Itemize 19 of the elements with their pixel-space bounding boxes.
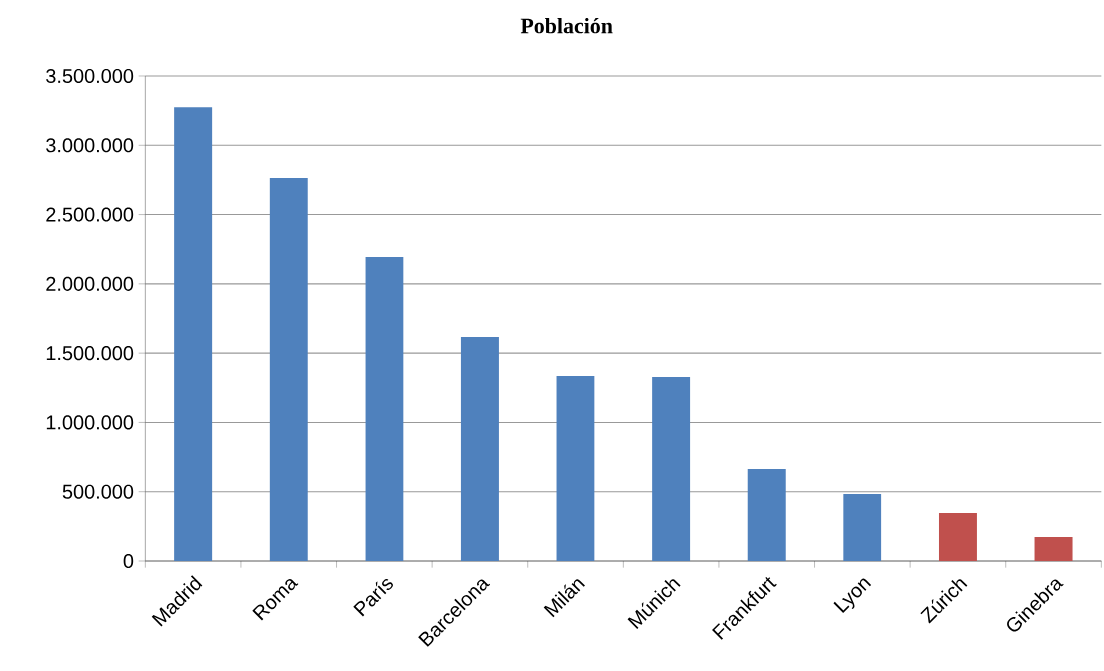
bar (174, 107, 213, 561)
y-tick-label: 0 (123, 553, 134, 569)
y-tick-label: 1.500.000 (46, 346, 134, 361)
bar (365, 256, 404, 561)
bar (652, 376, 691, 561)
bar (556, 376, 595, 561)
bar (460, 337, 499, 561)
bar (747, 468, 786, 561)
bar (843, 493, 882, 561)
y-tick-label: 2.500.000 (46, 207, 134, 222)
bar (938, 513, 977, 561)
bar (1034, 537, 1073, 561)
bar (269, 177, 308, 561)
y-tick-label: 500.000 (62, 484, 134, 499)
y-tick-label: 3.000.000 (46, 138, 134, 153)
chart-title: Población (520, 17, 613, 34)
y-tick-label: 2.000.000 (46, 276, 134, 291)
y-tick-label: 3.500.000 (46, 68, 134, 84)
y-tick-label: 1.000.000 (46, 415, 134, 430)
